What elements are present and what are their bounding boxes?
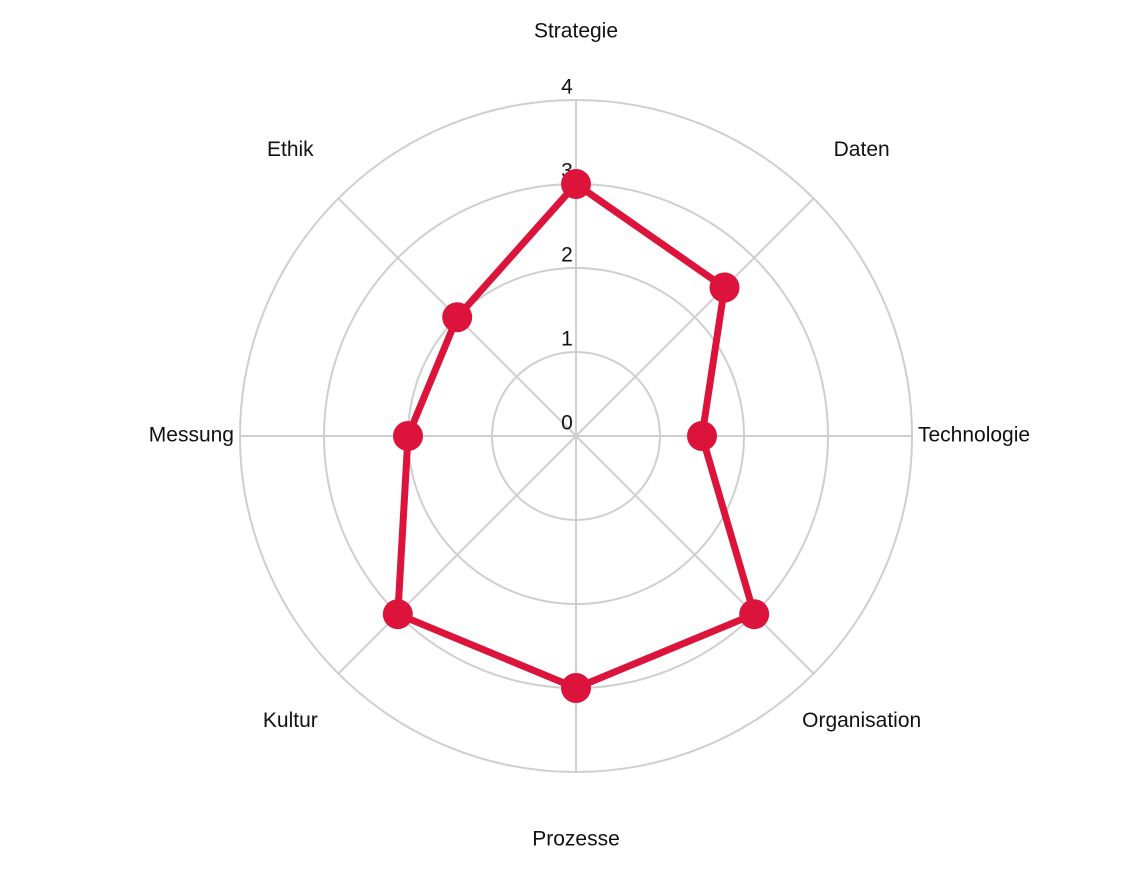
- category-label: Kultur: [263, 709, 318, 732]
- category-label: Ethik: [267, 138, 314, 161]
- point: [739, 599, 770, 630]
- category-label: Messung: [149, 424, 234, 447]
- r-tick-label: 4: [561, 76, 573, 99]
- point: [561, 673, 591, 703]
- r-tick-label: 1: [561, 328, 573, 351]
- spoke: [575, 197, 815, 437]
- category-label: Organisation: [802, 709, 921, 732]
- r-tick-label: 0: [561, 412, 573, 435]
- point: [561, 169, 591, 199]
- point: [382, 599, 413, 630]
- category-label: Daten: [834, 138, 890, 161]
- category-label: Technologie: [918, 424, 1030, 447]
- point: [393, 421, 423, 451]
- spoke: [337, 435, 577, 675]
- r-tick-label: 3: [561, 160, 573, 183]
- point: [709, 272, 740, 303]
- r-tick-label: 2: [561, 244, 573, 267]
- category-label: Prozesse: [532, 828, 620, 851]
- category-label: Strategie: [534, 20, 618, 43]
- point: [442, 302, 473, 333]
- point: [687, 421, 717, 451]
- spoke: [575, 435, 815, 675]
